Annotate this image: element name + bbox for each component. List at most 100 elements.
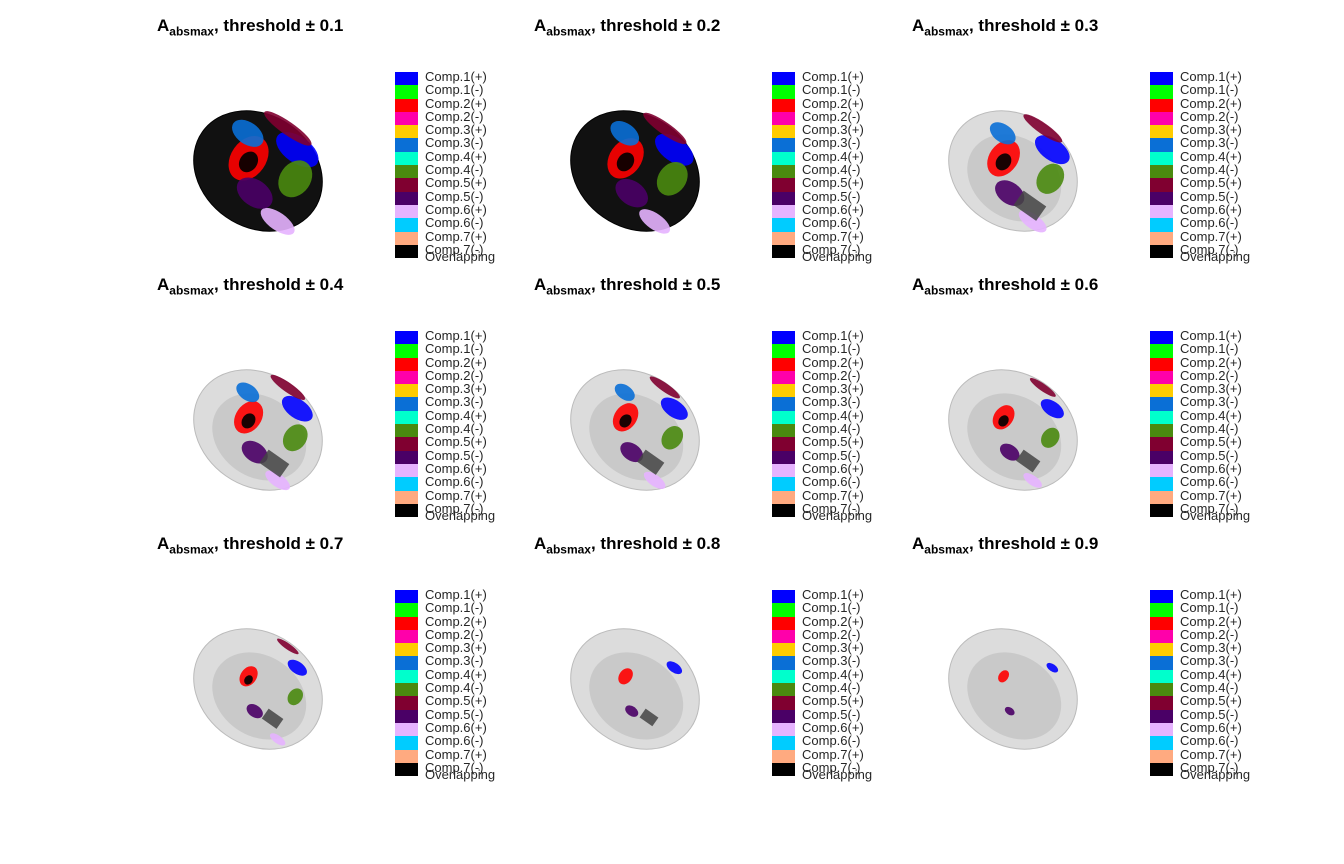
legend-label: Comp.7(-) (1180, 241, 1239, 257)
legend-label: Comp.2(+) (802, 95, 864, 111)
legend-label: Comp.4(-) (802, 421, 861, 437)
legend-entry: Comp.1(-) (1150, 342, 1270, 358)
legend-label: Comp.5(-) (425, 447, 484, 463)
legend-entry: Comp.2(-) (772, 626, 892, 644)
component-region (241, 413, 256, 429)
legend-swatch (772, 490, 795, 504)
legend-entry: Comp.7(+) (1150, 488, 1270, 504)
component-region (259, 449, 290, 478)
legend-swatch (1150, 98, 1173, 112)
legend-entry: Comp.1(-) (395, 83, 515, 99)
legend-label: Comp.6(+) (1180, 719, 1242, 735)
legend-swatch (395, 762, 418, 777)
legend-entry: Comp.2(+) (1150, 613, 1270, 630)
legend-label: Comp.1(+) (425, 69, 487, 84)
legend-entry: Comp.7(-) (395, 242, 515, 259)
legend-entry: Comp.7(-) (772, 242, 892, 259)
legend-label: Overlapping (1180, 508, 1251, 524)
component-region (1040, 399, 1064, 419)
legend-label: Comp.6(-) (802, 474, 861, 490)
component-region (236, 177, 273, 209)
panel-title: Aabsmax, threshold ± 0.4 (157, 275, 343, 297)
legend-label: Comp.3(+) (802, 122, 864, 138)
legend-label: Comp.3(+) (1180, 381, 1242, 397)
legend-swatch (772, 603, 795, 617)
legend-swatch (395, 98, 418, 112)
title-subscript: absmax (924, 24, 969, 39)
legend-entry: Comp.3(-) (772, 395, 892, 411)
title-symbol: A (157, 16, 170, 35)
legend-entry: Comp.3(+) (1150, 381, 1270, 398)
legend-swatch (772, 125, 795, 139)
legend-swatch (772, 643, 795, 657)
component-region (643, 471, 666, 489)
legend-swatch (1150, 696, 1173, 710)
legend-swatch (772, 437, 795, 451)
legend-entry: Comp.6(+) (395, 461, 515, 478)
legend-swatch (1150, 231, 1173, 245)
legend-entry: Comp.6(-) (1150, 734, 1270, 750)
component-region (1046, 662, 1059, 673)
legend-swatch (395, 490, 418, 504)
component-region (276, 132, 319, 168)
legend-label: Comp.2(-) (802, 626, 861, 642)
component-region (614, 383, 635, 401)
legend-label: Comp.5(+) (1180, 175, 1242, 191)
legend-label: Comp.4(-) (425, 421, 484, 437)
legend-label: Comp.1(+) (1180, 69, 1242, 84)
component-region (639, 209, 671, 234)
legend-swatch (772, 616, 795, 630)
legend-label: Comp.3(+) (425, 122, 487, 138)
component-region (610, 121, 640, 146)
legend-label: Comp.5(+) (802, 693, 864, 709)
component-region (244, 675, 253, 685)
legend-label: Comp.4(+) (425, 407, 487, 423)
legend-entry: Comp.6(+) (1150, 202, 1270, 219)
legend-label: Comp.1(+) (802, 587, 864, 602)
component-region (1034, 135, 1070, 165)
legend-entry: Comp.4(-) (772, 421, 892, 438)
legend-label: Comp.7(-) (425, 759, 484, 775)
legend-swatch (395, 410, 418, 425)
component-region (264, 111, 312, 146)
brain-render (193, 110, 323, 235)
legend-entry: Comp.2(-) (772, 368, 892, 385)
plot-panel: Aabsmax, threshold ± 0.8 Comp.1(+) Comp.1(… (534, 534, 904, 782)
legend-label: Comp.7(+) (802, 487, 864, 503)
legend-label: Comp.3(-) (425, 135, 484, 151)
component-region (1023, 473, 1042, 488)
legend-label: Comp.4(+) (802, 148, 864, 164)
legend-entry: Comp.2(+) (395, 96, 515, 112)
legend-entry: Comp.4(+) (395, 407, 515, 425)
component-region (269, 733, 286, 746)
title-threshold: , threshold ± 0.8 (590, 534, 721, 553)
plot-panel: Aabsmax, threshold ± 0.2 Comp.1(+) Comp.1(… (534, 16, 904, 264)
legend-swatch (772, 357, 795, 371)
legend-label: Comp.2(+) (1180, 613, 1242, 629)
legend-swatch (395, 590, 418, 604)
legend-label: Comp.7(-) (1180, 500, 1239, 516)
legend-swatch (395, 244, 418, 259)
title-symbol: A (534, 534, 547, 553)
legend-entry: Comp.1(+) (772, 329, 892, 345)
legend-swatch (395, 165, 418, 179)
legend-swatch (1150, 616, 1173, 630)
legend-label: Comp.1(+) (802, 69, 864, 84)
legend-label: Comp.4(+) (1180, 148, 1242, 164)
legend-label: Comp.1(-) (1180, 82, 1239, 98)
legend-label: Comp.1(+) (425, 587, 487, 602)
legend-swatch (772, 503, 795, 518)
legend-entry: Comp.3(-) (395, 654, 515, 670)
legend-label: Comp.5(+) (425, 434, 487, 450)
legend-entry: Comp.3(-) (772, 654, 892, 670)
legend-label: Comp.2(-) (1180, 108, 1239, 124)
legend-swatch (772, 683, 795, 697)
legend-entry: Comp.1(+) (395, 69, 515, 86)
legend-entry: Comp.1(+) (395, 587, 515, 604)
legend-swatch (772, 178, 795, 192)
component-region (265, 470, 291, 491)
legend-label: Comp.7(-) (425, 500, 484, 516)
panel-title: Aabsmax, threshold ± 0.8 (534, 534, 720, 556)
legend-entry: Comp.5(+) (772, 176, 892, 192)
legend-swatch (1150, 344, 1173, 358)
